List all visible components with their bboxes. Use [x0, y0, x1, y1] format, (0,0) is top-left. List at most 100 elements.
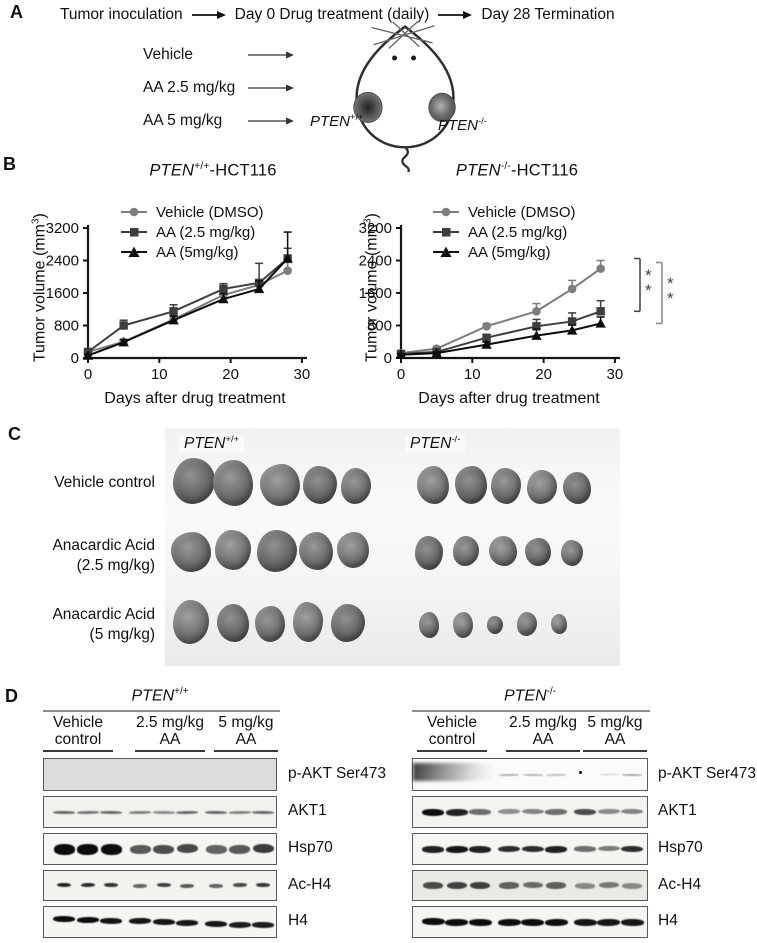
- arrow-right-icon: [248, 84, 294, 92]
- timeline-step-inoculation: Tumor inoculation: [60, 6, 183, 23]
- lane-group-underline: [417, 750, 487, 752]
- dose-label-aa5: AA 5 mg/kg: [143, 112, 223, 129]
- mouse-eye: [411, 55, 417, 61]
- legend-item: AA (5mg/kg): [432, 242, 576, 262]
- tumor-specimen: [551, 614, 567, 634]
- protein-band: [520, 918, 545, 926]
- aa-2-5-mg-kg-series: [83, 247, 292, 357]
- tumor-growth-chart-: PTEN+/+-HCT116 Tumor volume (mm3) Days aft…: [28, 158, 363, 413]
- legend-item: Vehicle (DMSO): [120, 202, 264, 222]
- protein-band: [204, 920, 228, 927]
- tumor-specimen: [563, 472, 591, 504]
- treatment-column-label: 2.5 mg/kg AA: [508, 714, 578, 748]
- blot-target-label: Ac-H4: [288, 875, 332, 893]
- protein-band: [228, 844, 251, 854]
- protein-band: [128, 810, 152, 814]
- protein-band: [52, 810, 76, 814]
- protein-band: [497, 918, 521, 926]
- treatment-column-label: Vehicle control: [53, 714, 103, 748]
- panel-c-label: C: [8, 424, 21, 444]
- photo-column-label-pten-wt: PTEN+/+: [179, 434, 245, 454]
- arrow-right-icon: [248, 117, 294, 125]
- protein-band: [596, 918, 621, 926]
- blot-target-label: AKT1: [288, 802, 327, 819]
- protein-band: [228, 810, 251, 814]
- protein-band: [620, 809, 644, 815]
- panel-b-label: B: [3, 154, 16, 174]
- timeline-step-treatment: Day 0 Drug treatment (daily): [234, 6, 430, 23]
- arrow-right-icon: [438, 11, 473, 19]
- arrow-right-icon: [248, 51, 294, 59]
- x-tick-label: 10: [151, 366, 168, 383]
- data-point: [82, 350, 94, 360]
- data-point: [482, 333, 491, 342]
- blot-target-label: p-AKT Ser473: [658, 764, 756, 782]
- protein-band: [445, 845, 468, 853]
- tumor-specimen: [173, 458, 215, 504]
- data-point: [119, 321, 128, 330]
- blot-group-title: PTEN-/-: [503, 686, 557, 705]
- protein-band: [76, 916, 99, 923]
- data-point: [283, 266, 292, 275]
- akt1-blot-strip: [43, 796, 277, 828]
- protein-band: [522, 773, 543, 776]
- protein-band: [498, 881, 520, 889]
- protein-band: [175, 919, 199, 926]
- data-point: [596, 307, 605, 316]
- blot-smear: [413, 762, 507, 782]
- series-line: [400, 310, 601, 355]
- row-label-aa-25: Anacardic Acid (2.5 mg/kg): [52, 537, 155, 574]
- panel-d-label: D: [5, 686, 18, 706]
- legend-item: Vehicle (DMSO): [432, 202, 576, 222]
- protein-band: [251, 922, 275, 929]
- series-line: [87, 257, 289, 357]
- protein-band: [176, 844, 198, 854]
- tumor-specimen: [173, 600, 209, 644]
- data-point: [169, 307, 178, 316]
- timeline-step-termination: Day 28 Termination: [481, 6, 615, 23]
- protein-band: [252, 844, 274, 854]
- y-tick-label: 2400: [359, 253, 392, 270]
- x-axis-label: Days after drug treatment: [104, 390, 286, 407]
- tumor-specimen: [453, 536, 479, 566]
- y-tick-label: 0: [384, 350, 392, 367]
- protein-band: [521, 845, 544, 853]
- protein-band: [152, 844, 175, 854]
- protein-band: [545, 773, 567, 776]
- mouse-dorsal-diagram: [353, 21, 456, 172]
- aa-5mg-kg-marker-icon: [433, 246, 459, 257]
- y-tick-label: 2400: [46, 253, 79, 270]
- header-rule: [43, 710, 280, 712]
- y-tick-label: 3200: [359, 220, 392, 237]
- protein-band: [573, 918, 597, 926]
- aa-2-5-mg-kg-marker-icon: [121, 228, 147, 237]
- protein-band: [251, 810, 275, 814]
- protein-band: [597, 846, 620, 852]
- lane-group-underline: [583, 750, 647, 752]
- hsp70-blot-strip: [412, 833, 648, 865]
- experiment-timeline: Tumor inoculation Day 0 Drug treatment (…: [60, 6, 615, 24]
- chart-title: PTEN-/--HCT116: [455, 161, 579, 180]
- protein-band: [621, 773, 643, 776]
- tumor-specimen: [299, 532, 333, 570]
- blot-speck: [579, 771, 583, 775]
- protein-band: [598, 882, 619, 889]
- protein-band: [445, 808, 468, 816]
- protein-band: [421, 845, 445, 853]
- x-tick-label: 0: [397, 366, 405, 383]
- protein-band: [422, 881, 444, 890]
- data-point: [531, 330, 542, 340]
- x-tick-label: 30: [607, 366, 624, 383]
- tumor-specimen: [455, 466, 487, 504]
- treatment-column-label: 5 mg/kg AA: [218, 714, 274, 748]
- protein-band: [620, 845, 644, 853]
- significance-stars: *: [667, 289, 674, 308]
- protein-band: [497, 845, 521, 853]
- aa-5mg-kg-series: [82, 231, 293, 360]
- protein-band: [80, 883, 95, 888]
- dose-label-vehicle: Vehicle: [143, 46, 193, 63]
- y-tick-label: 1600: [46, 285, 79, 302]
- protein-band: [99, 810, 123, 814]
- legend-item: AA (2.5 mg/kg): [432, 222, 576, 242]
